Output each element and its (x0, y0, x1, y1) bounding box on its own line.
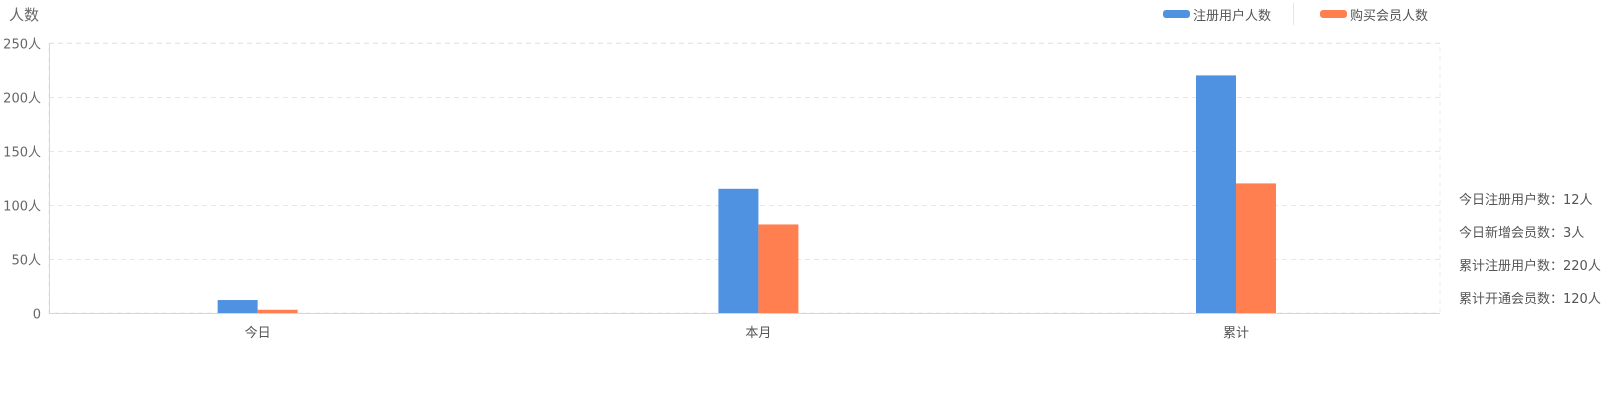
bar-registered-users-2[interactable] (1195, 75, 1236, 314)
legend-item-registered-users[interactable]: 注册用户人数 (1163, 5, 1271, 24)
legend-swatch-members-purchased (1320, 10, 1348, 18)
x-tick-label: 本月 (745, 326, 771, 341)
y-tick-label: 50人 (11, 254, 41, 269)
y-axis-unit-label: 人数 (9, 6, 40, 24)
y-tick-label: 150人 (3, 146, 41, 161)
legend-label-members-purchased: 购买会员人数 (1350, 8, 1429, 24)
bar-members-purchased-0[interactable] (257, 309, 298, 313)
stat-today-new-members: 今日新增会员数：3人 (1459, 226, 1585, 241)
bar-members-purchased-1[interactable] (758, 224, 799, 313)
stat-total-registered: 累计注册用户数：220人 (1459, 259, 1601, 274)
legend: 注册用户人数 购买会员人数 (1163, 3, 1428, 25)
legend-label-registered-users: 注册用户人数 (1193, 8, 1272, 24)
y-tick-label: 100人 (3, 200, 41, 215)
bar-members-purchased-2[interactable] (1235, 183, 1276, 313)
y-tick-label: 250人 (3, 38, 41, 53)
x-tick-label: 今日 (245, 325, 271, 341)
x-tick-label: 累计 (1223, 326, 1249, 341)
legend-swatch-registered-users (1163, 10, 1190, 18)
bar-registered-users-1[interactable] (718, 188, 759, 313)
legend-item-members-purchased[interactable]: 购买会员人数 (1320, 5, 1428, 24)
stat-today-registered: 今日注册用户数：12人 (1459, 193, 1593, 208)
stat-total-members: 累计开通会员数：120人 (1459, 292, 1601, 307)
y-tick-label: 0 (33, 308, 41, 323)
y-tick-label: 200人 (3, 92, 41, 107)
legend-divider (1293, 3, 1295, 25)
bar-registered-users-0[interactable] (217, 300, 258, 313)
stats-panel: 今日注册用户数：12人 今日新增会员数：3人 累计注册用户数：220人 累计开通… (1459, 192, 1601, 324)
